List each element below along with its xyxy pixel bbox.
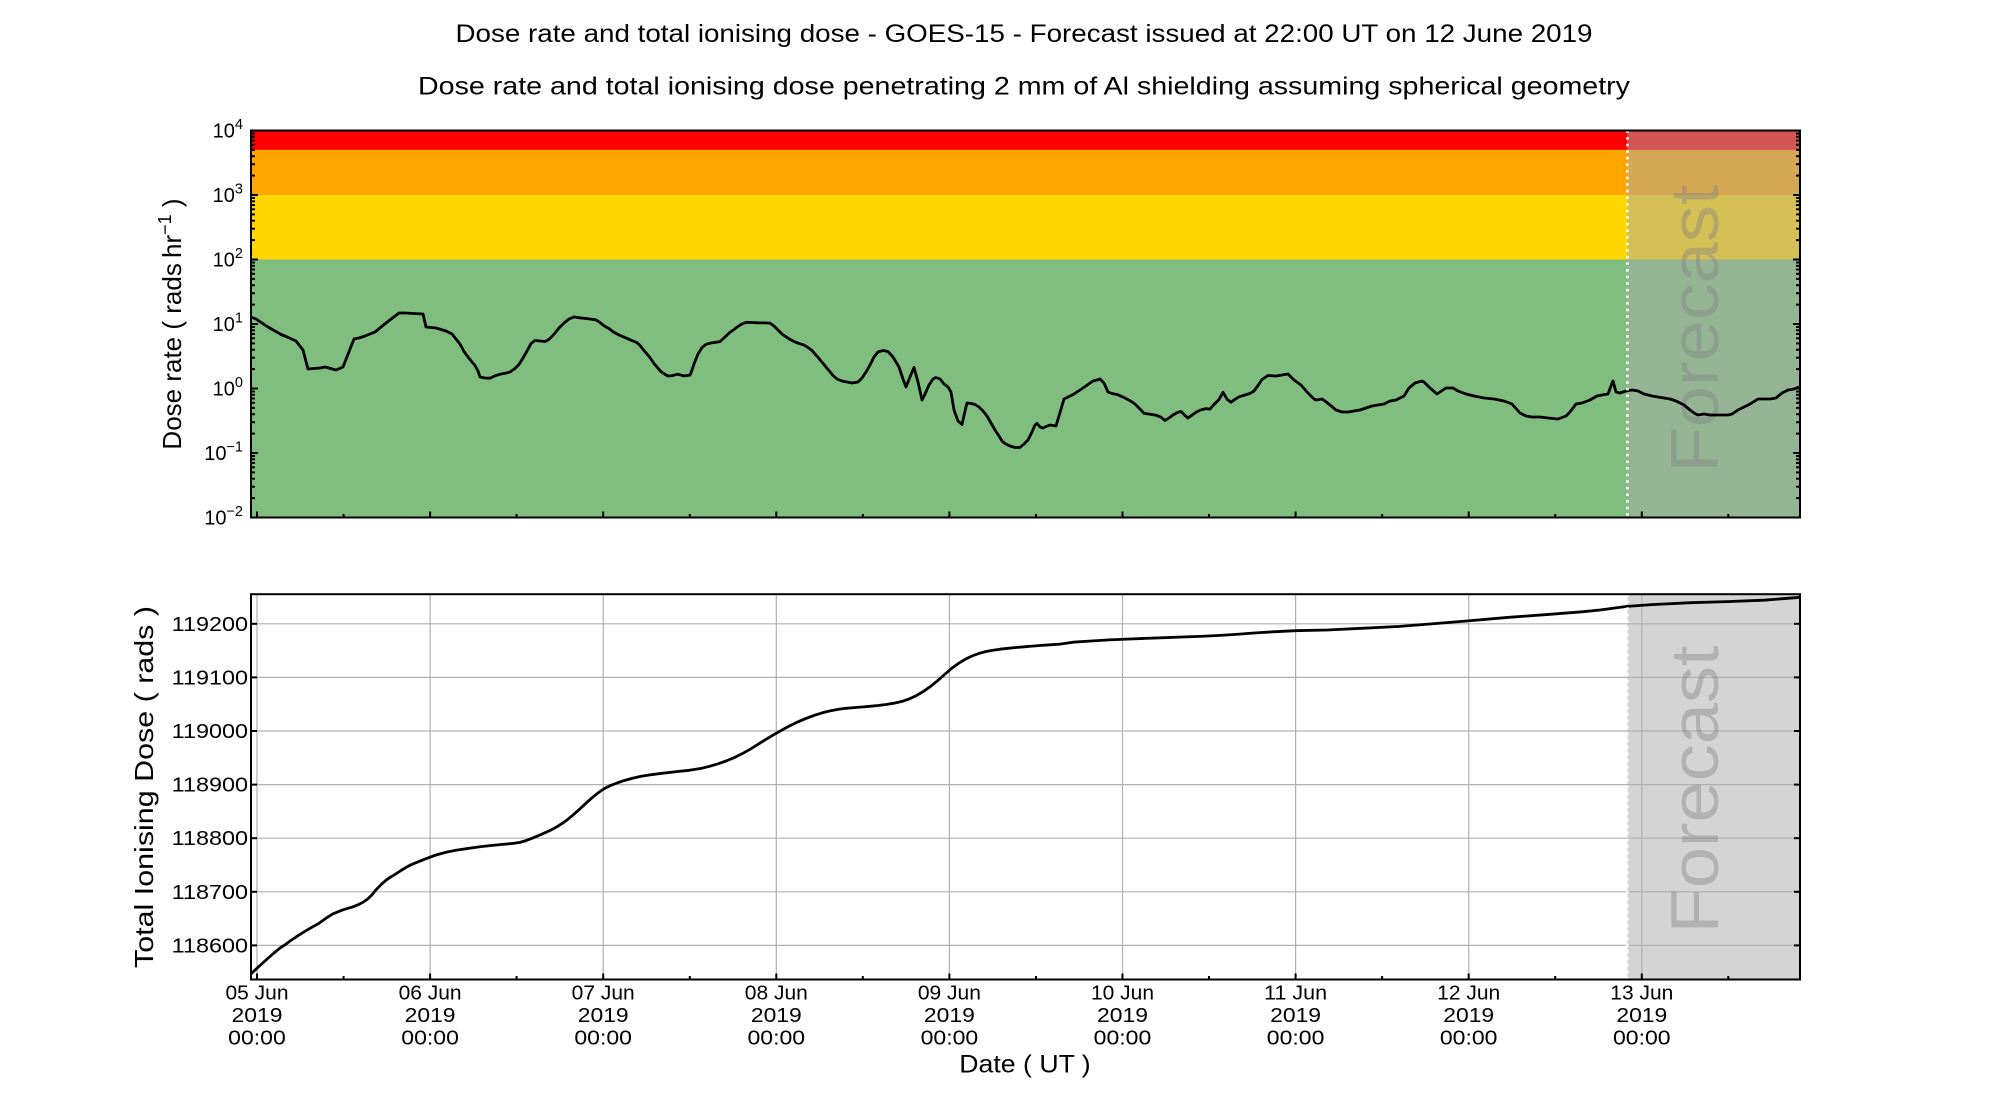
svg-text:2019: 2019	[405, 1005, 456, 1027]
svg-text:101: 101	[213, 311, 243, 337]
svg-text:00:00: 00:00	[748, 1028, 806, 1050]
svg-text:2019: 2019	[1097, 1005, 1148, 1027]
svg-text:13 Jun: 13 Jun	[1610, 983, 1673, 1005]
svg-text:00:00: 00:00	[1440, 1028, 1498, 1050]
svg-text:118900: 118900	[172, 775, 248, 797]
svg-text:00:00: 00:00	[401, 1028, 459, 1050]
svg-text:100: 100	[213, 375, 243, 401]
svg-text:00:00: 00:00	[1613, 1028, 1671, 1050]
svg-text:00:00: 00:00	[1094, 1028, 1152, 1050]
svg-text:2019: 2019	[578, 1005, 629, 1027]
svg-text:00:00: 00:00	[921, 1028, 979, 1050]
svg-text:103: 103	[213, 182, 243, 208]
svg-text:07 Jun: 07 Jun	[572, 983, 635, 1005]
svg-text:00:00: 00:00	[1267, 1028, 1325, 1050]
svg-text:Forecast: Forecast	[1657, 645, 1733, 933]
svg-text:11 Jun: 11 Jun	[1264, 983, 1327, 1005]
svg-text:2019: 2019	[924, 1005, 975, 1027]
svg-text:10 Jun: 10 Jun	[1091, 983, 1154, 1005]
svg-text:119100: 119100	[172, 667, 248, 689]
svg-text:12 Jun: 12 Jun	[1437, 983, 1500, 1005]
svg-text:Date ( UT ): Date ( UT )	[959, 1050, 1090, 1078]
svg-text:119000: 119000	[172, 721, 248, 743]
svg-text:2019: 2019	[751, 1005, 802, 1027]
svg-text:Dose rate ( rads hr−1 ): Dose rate ( rads hr−1 )	[155, 198, 187, 449]
svg-text:118700: 118700	[172, 882, 248, 904]
svg-text:00:00: 00:00	[228, 1028, 286, 1050]
svg-text:104: 104	[213, 117, 243, 143]
svg-text:Dose rate and total ionising d: Dose rate and total ionising dose penetr…	[418, 73, 1631, 101]
svg-text:119200: 119200	[172, 614, 248, 636]
svg-text:09 Jun: 09 Jun	[918, 983, 981, 1005]
svg-text:2019: 2019	[1616, 1005, 1667, 1027]
svg-text:08 Jun: 08 Jun	[745, 983, 808, 1005]
svg-text:118600: 118600	[172, 935, 248, 957]
svg-text:2019: 2019	[1443, 1005, 1494, 1027]
svg-text:2019: 2019	[1270, 1005, 1321, 1027]
svg-text:Dose rate and total ionising d: Dose rate and total ionising dose - GOES…	[456, 20, 1593, 48]
svg-text:2019: 2019	[232, 1005, 283, 1027]
svg-text:06 Jun: 06 Jun	[399, 983, 462, 1005]
svg-text:118800: 118800	[172, 828, 248, 850]
svg-text:00:00: 00:00	[574, 1028, 632, 1050]
svg-text:10−1: 10−1	[204, 440, 243, 466]
svg-text:Total Ionising Dose ( rads ): Total Ionising Dose ( rads )	[129, 606, 159, 968]
svg-text:10−2: 10−2	[204, 504, 243, 530]
svg-text:05 Jun: 05 Jun	[226, 983, 289, 1005]
svg-text:Forecast: Forecast	[1657, 184, 1733, 472]
svg-text:102: 102	[213, 246, 243, 272]
